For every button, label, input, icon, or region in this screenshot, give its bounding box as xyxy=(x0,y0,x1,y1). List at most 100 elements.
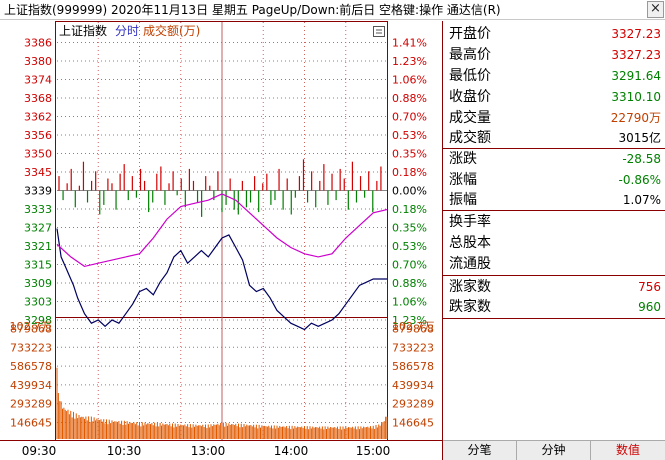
amplitude-label: 振幅 xyxy=(449,192,477,208)
pct-tick-label: 1.41% xyxy=(392,37,427,50)
time-tick-label: 13:00 xyxy=(191,444,226,458)
divider-3 xyxy=(443,275,665,276)
price-tick-label: 3327 xyxy=(24,222,52,235)
change-value: -28.58 xyxy=(622,152,661,166)
row-close: 收盘价 3310.10 xyxy=(443,87,661,107)
row-change-pct: 涨幅 -0.86% xyxy=(443,170,661,190)
divider-2 xyxy=(443,210,665,211)
divider-4 xyxy=(443,318,665,319)
tab-minutes[interactable]: 分钟 xyxy=(517,441,591,460)
chart-name: 上证指数 xyxy=(59,23,107,38)
price-tick-label: 3309 xyxy=(24,277,52,290)
row-high: 最高价 3327.23 xyxy=(443,45,661,65)
row-decliners: 跌家数 960 xyxy=(443,297,661,317)
pct-tick-label: 0.18% xyxy=(392,166,427,179)
pct-tick-label: 0.18% xyxy=(392,203,427,216)
volume-tick-label-right: 146645 xyxy=(392,417,434,430)
high-label: 最高价 xyxy=(449,47,491,63)
volume-max-label-right: 102.7万 xyxy=(392,320,435,333)
total-shares-label: 总股本 xyxy=(449,235,491,251)
price-tick-label: 3362 xyxy=(24,111,52,124)
float-shares-label: 流通股 xyxy=(449,256,491,272)
time-tick-label: 10:30 xyxy=(107,444,142,458)
row-change: 涨跌 -28.58 xyxy=(443,149,661,169)
average-price-line xyxy=(56,193,388,268)
price-tick-label: 3321 xyxy=(24,240,52,253)
volume-tick-label-right: 733223 xyxy=(392,341,434,354)
volume-tick-label: 586578 xyxy=(10,360,52,373)
time-tick-label: 14:00 xyxy=(274,444,309,458)
row-turnover: 换手率 xyxy=(443,212,661,232)
open-label: 开盘价 xyxy=(449,26,491,42)
pct-tick-label: 0.70% xyxy=(392,259,427,272)
volume-tick-label: 733223 xyxy=(10,341,52,354)
close-label: 收盘价 xyxy=(449,89,491,105)
price-tick-label: 3298 xyxy=(24,314,52,327)
settings-icon[interactable] xyxy=(373,26,385,37)
pct-tick-label: 0.00% xyxy=(392,185,427,198)
volume-tick-label-right: 879868 xyxy=(392,323,434,336)
window-title: 上证指数(999999) 2020年11月13日 星期五 PageUp/Down… xyxy=(4,3,501,17)
time-tick-label: 09:30 xyxy=(22,444,57,458)
pct-tick-label: 1.23% xyxy=(392,55,427,68)
volume-qty-label: 成交量 xyxy=(449,110,491,126)
high-value: 3327.23 xyxy=(611,48,661,62)
advancers-label: 涨家数 xyxy=(449,279,491,295)
change-label: 涨跌 xyxy=(449,151,477,167)
volume-label: 成交额(万) xyxy=(143,23,200,38)
price-tick-label: 3339 xyxy=(24,185,52,198)
index-price-line xyxy=(56,228,387,331)
price-tick-label: 3368 xyxy=(24,92,52,105)
time-tick-label: 15:00 xyxy=(356,444,391,458)
advancers-value: 756 xyxy=(638,280,661,294)
open-value: 3327.23 xyxy=(611,27,661,41)
window-titlebar: 上证指数(999999) 2020年11月13日 星期五 PageUp/Down… xyxy=(0,0,665,20)
pct-tick-label: 0.88% xyxy=(392,92,427,105)
price-tick-label: 3315 xyxy=(24,259,52,272)
pct-tick-label: 1.06% xyxy=(392,74,427,87)
row-float-shares: 流通股 xyxy=(443,254,661,274)
price-tick-label: 3374 xyxy=(24,74,52,87)
close-value: 3310.10 xyxy=(611,90,661,104)
close-icon: × xyxy=(650,1,661,16)
low-value: 3291.64 xyxy=(611,69,661,83)
volume-tick-label: 439934 xyxy=(10,379,52,392)
row-advancers: 涨家数 756 xyxy=(443,277,661,297)
price-tick-label: 3386 xyxy=(24,37,52,50)
price-tick-label: 3303 xyxy=(24,296,52,309)
tab-ticks[interactable]: 分笔 xyxy=(443,441,517,460)
amount-value: 3015亿 xyxy=(618,131,661,145)
mode-label[interactable]: 分时 xyxy=(115,24,139,38)
volume-qty-value: 22790万 xyxy=(610,111,661,125)
price-tick-label: 3345 xyxy=(24,166,52,179)
decliners-label: 跌家数 xyxy=(449,299,491,315)
divider-1 xyxy=(443,148,665,149)
price-tick-label: 3350 xyxy=(24,148,52,161)
row-low: 最低价 3291.64 xyxy=(443,66,661,86)
price-tick-label: 3380 xyxy=(24,55,52,68)
volume-tick-label-right: 586578 xyxy=(392,360,434,373)
volume-max-label: 102.7万 xyxy=(10,320,53,333)
volume-tick-label: 293289 xyxy=(10,398,52,411)
row-volume: 成交量 22790万 xyxy=(443,108,661,128)
pct-tick-label: 0.35% xyxy=(392,148,427,161)
close-button[interactable]: × xyxy=(647,1,664,18)
row-total-shares: 总股本 xyxy=(443,233,661,253)
price-tick-label: 3333 xyxy=(24,203,52,216)
pct-tick-label: 0.53% xyxy=(392,240,427,253)
pct-tick-label: 0.88% xyxy=(392,277,427,290)
volume-tick-label-right: 439934 xyxy=(392,379,434,392)
quote-panel: 开盘价 3327.23 最高价 3327.23 最低价 3291.64 收盘价 … xyxy=(443,21,665,439)
pct-tick-label: 0.35% xyxy=(392,222,427,235)
volume-tick-label: 879868 xyxy=(10,323,52,336)
tab-values[interactable]: 数值 xyxy=(615,443,640,457)
row-amount: 成交额 3015亿 xyxy=(443,128,661,148)
intraday-chart[interactable]: 3386 1.41% 3380 1.23% 3374 1.06% 3368 0.88% 3362… xyxy=(0,0,443,460)
low-label: 最低价 xyxy=(449,68,491,84)
change-pct-value: -0.86% xyxy=(618,173,661,187)
row-amplitude: 振幅 1.07% xyxy=(443,190,661,210)
price-tick-label: 3356 xyxy=(24,129,52,142)
row-open: 开盘价 3327.23 xyxy=(443,24,661,44)
amplitude-value: 1.07% xyxy=(622,193,661,207)
volume-tick-label-right: 293289 xyxy=(392,398,434,411)
